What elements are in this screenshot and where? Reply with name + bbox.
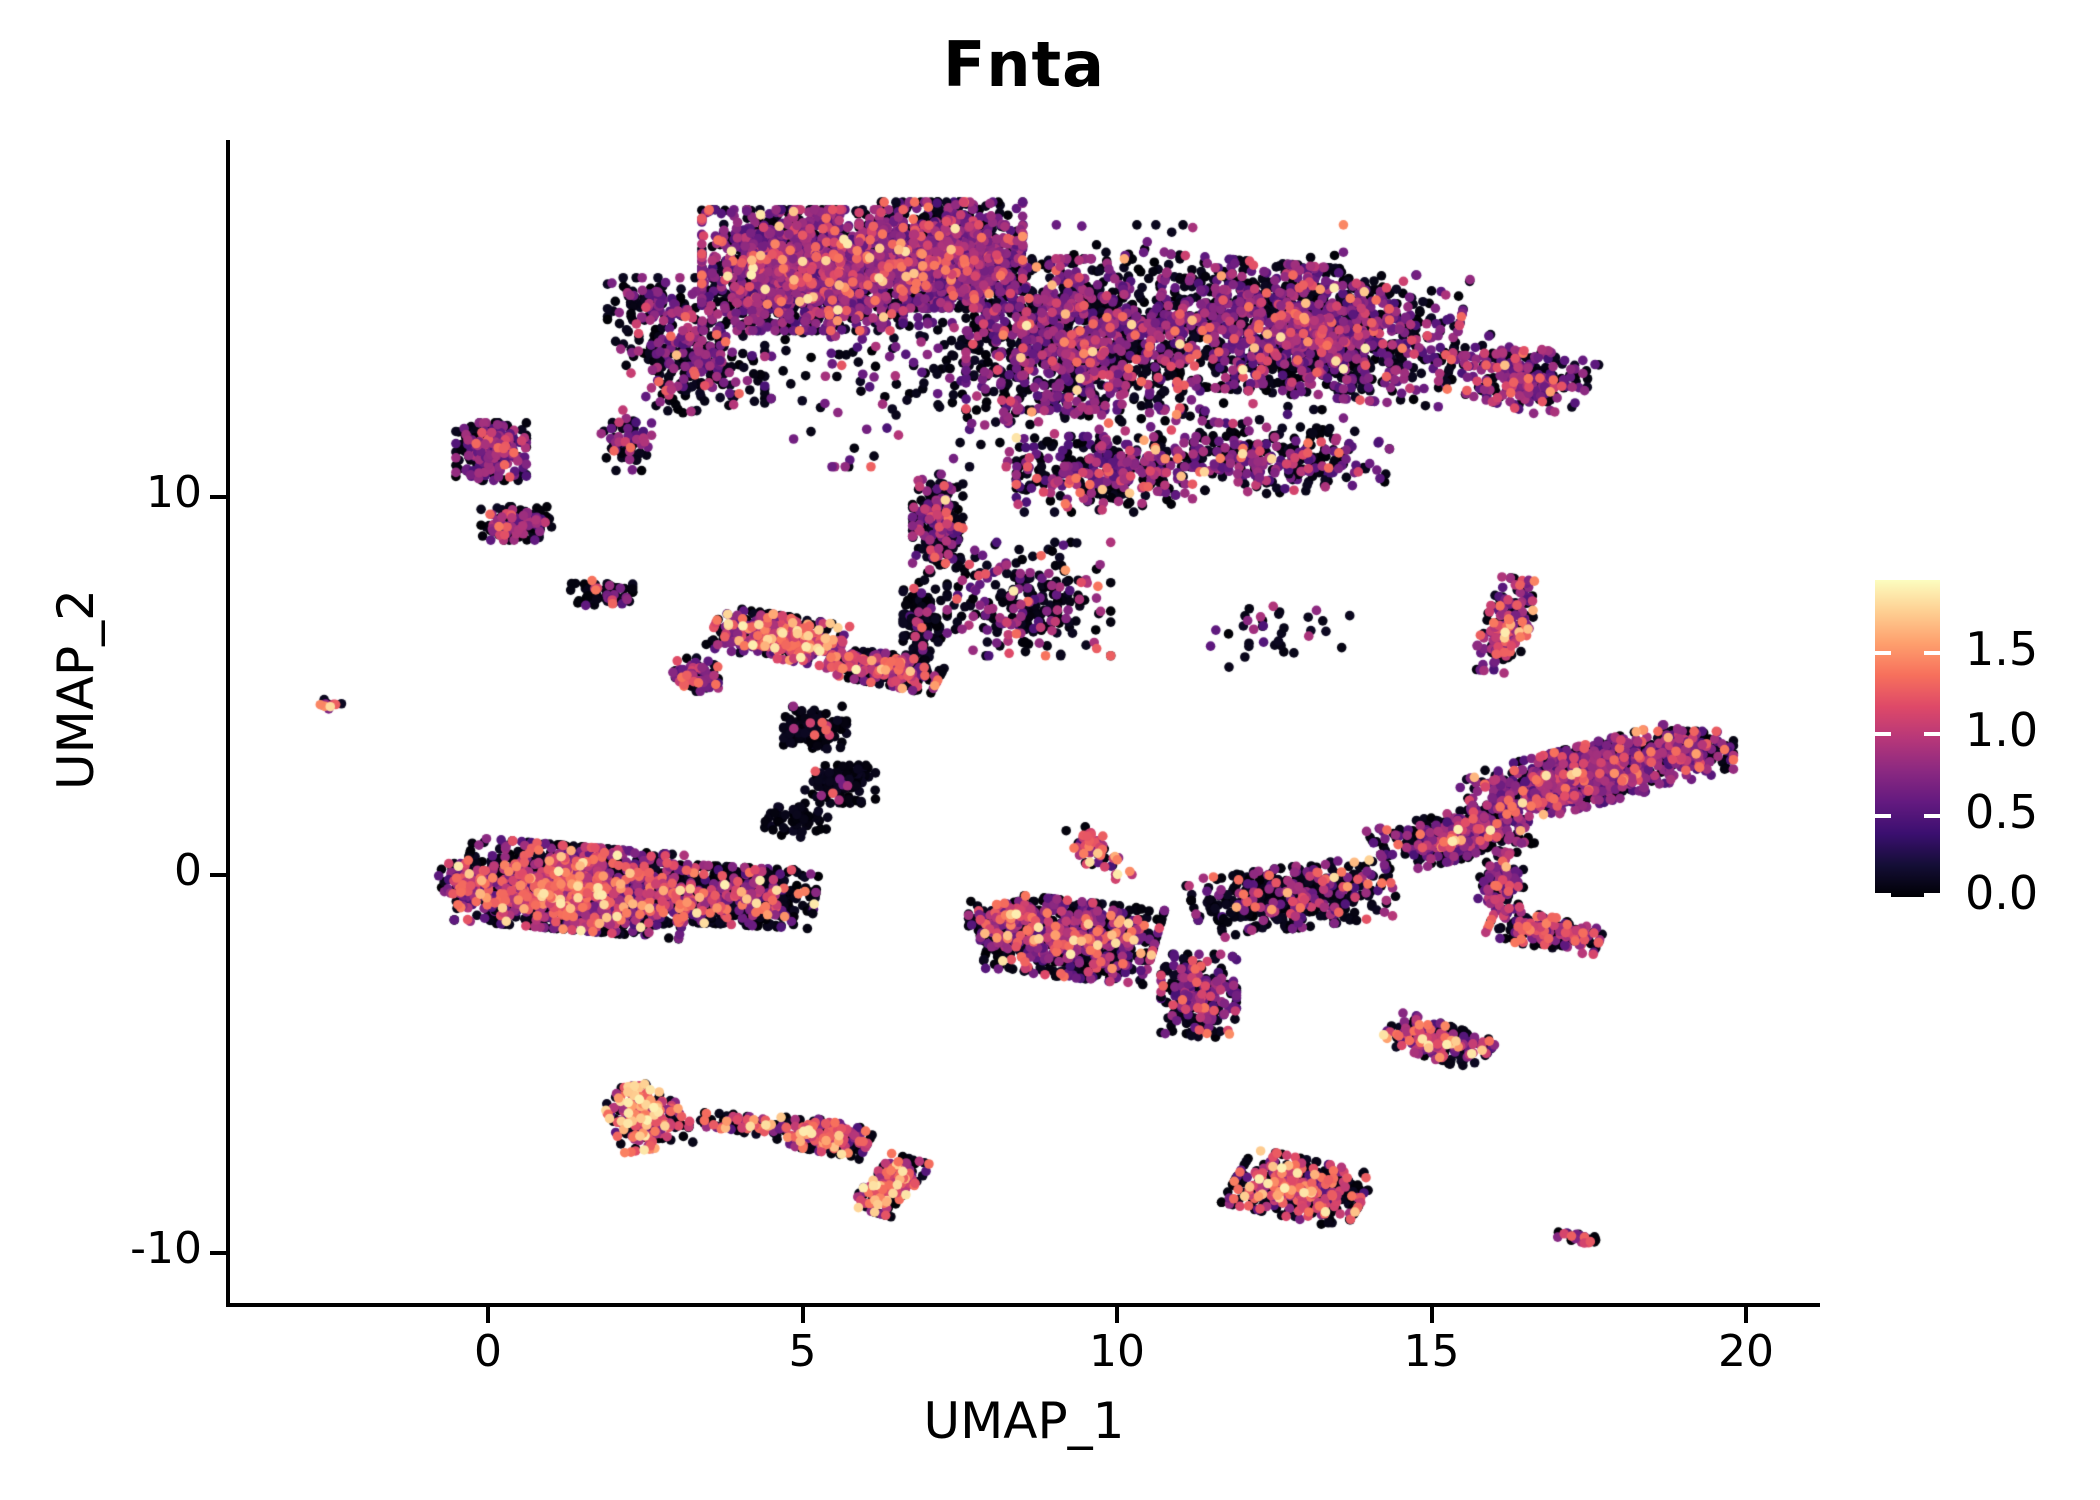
y-tick-label: 10	[146, 467, 202, 518]
x-tick-mark	[486, 1305, 490, 1323]
y-tick-mark	[210, 495, 228, 499]
colorbar-tick-label: 0.0	[1965, 866, 2039, 920]
y-tick-mark	[210, 1251, 228, 1255]
colorbar-tick-mark	[1875, 651, 1891, 656]
colorbar-tick-mark	[1875, 893, 1891, 897]
expression-colorbar	[1875, 580, 1940, 897]
x-tick-label: 0	[474, 1326, 502, 1377]
x-axis-line	[226, 1303, 1820, 1307]
x-tick-label: 20	[1718, 1326, 1774, 1377]
colorbar-tick-label: 1.5	[1965, 622, 2039, 677]
y-axis-title: UMAP_2	[47, 589, 105, 790]
x-tick-mark	[1429, 1305, 1434, 1323]
colorbar-tick-mark	[1875, 813, 1891, 818]
colorbar-tick-label: 0.5	[1965, 784, 2039, 839]
x-tick-mark	[1744, 1305, 1748, 1323]
y-axis-line	[226, 140, 230, 1307]
x-tick-label: 10	[1089, 1326, 1145, 1377]
y-tick-label: -10	[130, 1223, 202, 1274]
x-tick-label: 5	[788, 1326, 817, 1377]
plot-title: Fnta	[943, 28, 1105, 101]
colorbar-tick-mark	[1924, 813, 1940, 818]
x-tick-mark	[800, 1305, 805, 1323]
colorbar-tick-mark	[1875, 732, 1891, 737]
x-axis-title: UMAP_1	[923, 1392, 1125, 1450]
y-tick-label: 0	[174, 845, 202, 896]
colorbar-tick-mark	[1924, 893, 1940, 897]
colorbar-tick-mark	[1924, 732, 1940, 737]
colorbar-tick-mark	[1924, 651, 1940, 656]
colorbar-tick-label: 1.0	[1965, 703, 2039, 758]
x-tick-label: 15	[1403, 1326, 1460, 1377]
x-tick-mark	[1115, 1305, 1119, 1323]
y-tick-mark	[210, 873, 228, 877]
